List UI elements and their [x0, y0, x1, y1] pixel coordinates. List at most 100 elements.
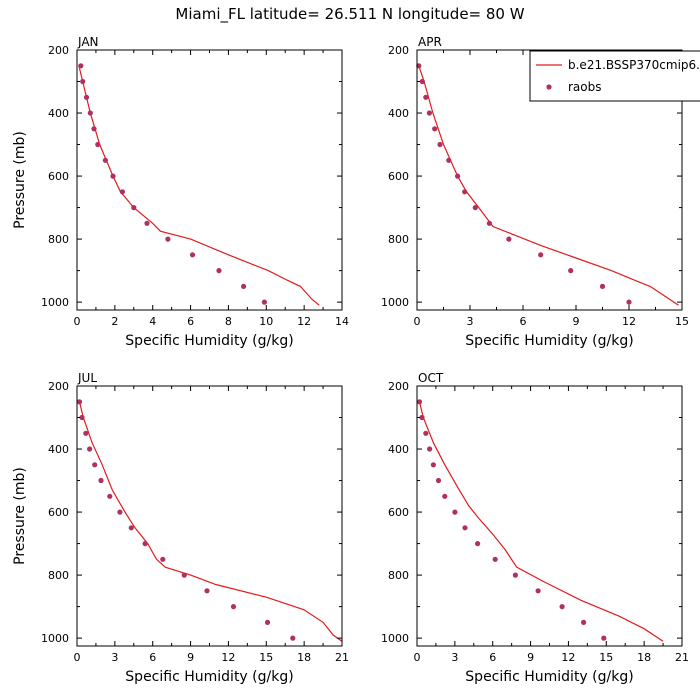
panel-apr: APR 0 3 6 9 12 15 200 400 600 800 1000 Specific Humi… [381, 35, 689, 349]
raobs-point-apr-900 [568, 268, 574, 274]
x-tick-label-oct-9: 9 [527, 651, 534, 664]
y-tick-label-jul-400: 400 [48, 443, 69, 456]
x-tick-label-jan-12: 12 [297, 315, 311, 328]
x-axis-label-jan: Specific Humidity (g/kg) [125, 333, 293, 349]
raobs-point-jan-600 [110, 173, 116, 179]
raobs-point-jan-750 [144, 220, 150, 226]
panel-label-oct: OCT [418, 371, 444, 385]
model-line-oct [418, 401, 664, 642]
x-tick-label-jul-6: 6 [149, 651, 156, 664]
raobs-point-jul-600 [117, 509, 123, 515]
panel-label-jan: JAN [77, 35, 99, 49]
raobs-point-jul-300 [79, 414, 85, 421]
x-axis-label-oct: Specific Humidity (g/kg) [465, 669, 633, 685]
raobs-point-jan-500 [95, 141, 101, 148]
raobs-point-jan-350 [83, 94, 90, 100]
raobs-point-jan-400 [87, 110, 93, 116]
y-tick-label-jul-600: 600 [48, 506, 69, 519]
raobs-point-oct-300 [419, 414, 425, 421]
raobs-point-jan-850 [189, 252, 196, 258]
raobs-point-jul-900 [230, 604, 237, 610]
x-axis-label-apr: Specific Humidity (g/kg) [465, 333, 633, 349]
raobs-point-jan-450 [91, 126, 97, 132]
y-tick-label-apr-1000: 1000 [381, 296, 409, 309]
panel-label-jul: JUL [77, 371, 97, 385]
y-tick-label-oct-1000: 1000 [381, 632, 409, 645]
raobs-point-jul-250 [76, 399, 83, 405]
y-tick-label-oct-800: 800 [388, 569, 409, 582]
y-axis-label-jul: Pressure (mb) [12, 467, 28, 565]
model-line-apr [418, 65, 679, 306]
y-tick-label-jul-1000: 1000 [41, 632, 69, 645]
x-tick-label-jul-15: 15 [259, 651, 273, 664]
y-tick-label-jul-200: 200 [48, 380, 69, 393]
y-tick-label-oct-600: 600 [388, 506, 409, 519]
model-line-jul [78, 401, 342, 642]
x-tick-label-jan-0: 0 [74, 315, 81, 328]
raobs-point-apr-300 [419, 78, 425, 85]
y-tick-label-apr-200: 200 [388, 44, 409, 57]
raobs-point-jan-950 [241, 283, 247, 289]
raobs-point-jul-700 [142, 541, 148, 547]
y-tick-label-jan-1000: 1000 [41, 296, 69, 309]
raobs-point-apr-950 [599, 283, 606, 289]
y-tick-label-oct-200: 200 [388, 380, 409, 393]
raobs-point-jul-550 [107, 493, 113, 499]
x-tick-label-apr-12: 12 [622, 315, 636, 328]
x-tick-label-jul-18: 18 [297, 651, 311, 664]
x-tick-label-jul-0: 0 [74, 651, 81, 664]
raobs-point-apr-350 [423, 94, 429, 100]
x-tick-label-apr-9: 9 [573, 315, 580, 328]
raobs-point-apr-1000 [626, 299, 632, 305]
raobs-point-apr-400 [426, 110, 432, 116]
raobs-point-oct-550 [442, 493, 448, 499]
x-axis-label-jul: Specific Humidity (g/kg) [125, 669, 293, 685]
legend-label-raobs: raobs [568, 80, 602, 94]
axes-frame-jan [76, 49, 343, 311]
x-tick-label-oct-12: 12 [561, 651, 575, 664]
model-line-jan [78, 65, 320, 306]
y-tick-label-apr-800: 800 [388, 233, 409, 246]
raobs-point-jul-750 [160, 556, 166, 562]
raobs-point-jan-300 [80, 78, 86, 85]
raobs-point-jul-1000 [290, 635, 296, 641]
raobs-point-oct-500 [435, 477, 442, 484]
y-tick-label-jan-400: 400 [48, 107, 69, 120]
raobs-point-oct-1000 [601, 635, 607, 641]
raobs-point-oct-900 [559, 604, 565, 610]
x-tick-label-apr-3: 3 [467, 315, 474, 328]
y-tick-label-jan-600: 600 [48, 170, 69, 183]
x-tick-label-oct-0: 0 [414, 651, 421, 664]
raobs-point-oct-650 [462, 525, 468, 531]
panel-label-apr: APR [418, 35, 442, 49]
x-tick-label-oct-3: 3 [451, 651, 458, 664]
raobs-point-jul-500 [98, 477, 104, 484]
raobs-point-jul-950 [264, 619, 271, 626]
panel-jan: JAN 0 2 4 6 8 10 12 14 200 400 600 800 1000 Specific H… [12, 35, 349, 349]
raobs-point-jan-900 [216, 268, 222, 274]
axes-frame-jul [76, 385, 343, 647]
raobs-point-jan-650 [119, 189, 125, 195]
raobs-point-oct-400 [427, 446, 433, 452]
x-tick-label-jul-21: 21 [335, 651, 349, 664]
legend: b.e21.BSSP370cmip6.f raobs [529, 50, 700, 102]
raobs-point-jul-400 [87, 446, 93, 452]
legend-box [529, 50, 700, 102]
x-tick-label-apr-6: 6 [520, 315, 527, 328]
raobs-point-jan-550 [102, 157, 108, 163]
x-tick-label-apr-15: 15 [675, 315, 689, 328]
axes-frame-oct [416, 385, 683, 647]
raobs-point-jan-250 [78, 63, 84, 69]
raobs-point-oct-750 [492, 556, 498, 562]
legend-marker-swatch [546, 84, 552, 90]
y-tick-label-oct-400: 400 [388, 443, 409, 456]
raobs-point-jan-700 [131, 205, 137, 211]
x-tick-label-jan-14: 14 [335, 315, 349, 328]
raobs-point-oct-800 [512, 572, 519, 578]
raobs-point-jan-800 [165, 236, 171, 242]
raobs-point-jan-1000 [261, 299, 267, 305]
raobs-point-jul-800 [181, 572, 187, 578]
raobs-point-apr-700 [472, 205, 478, 211]
x-tick-label-jan-8: 8 [225, 315, 232, 328]
